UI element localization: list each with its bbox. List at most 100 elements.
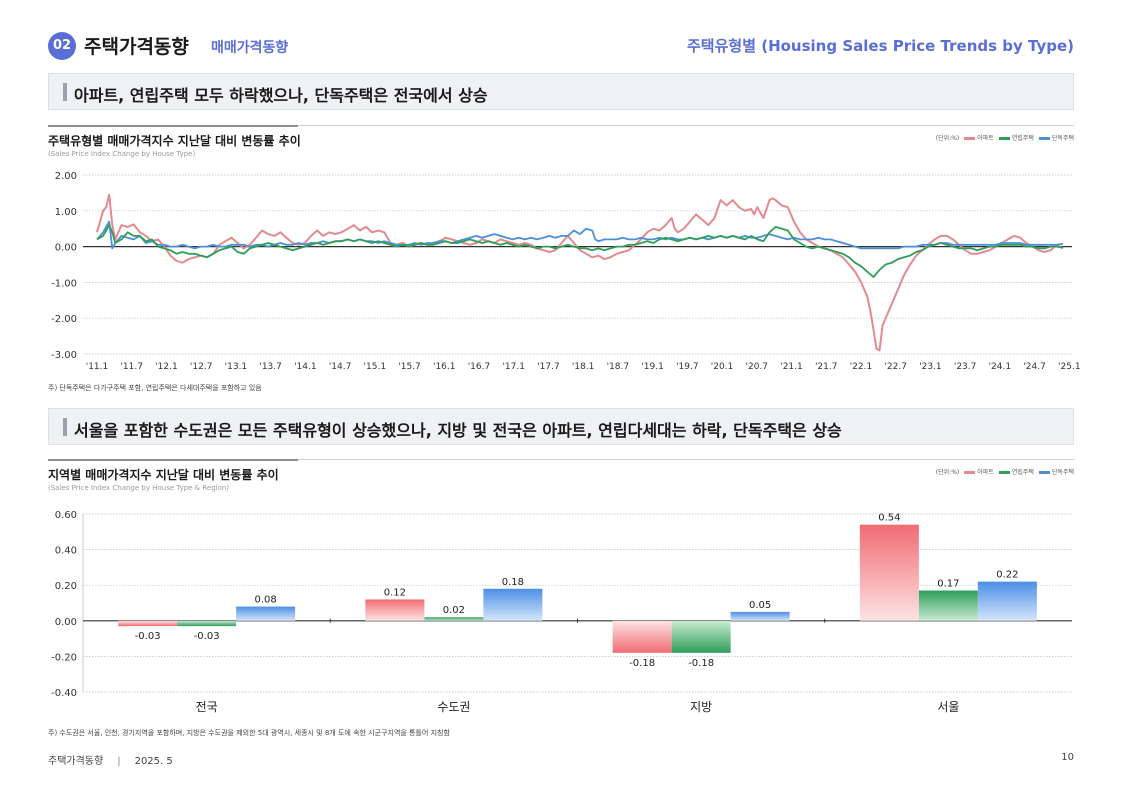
- y-tick-label: 0.40: [55, 546, 77, 557]
- x-tick-label: '18.1: [572, 362, 595, 372]
- y-tick-label: 2.00: [55, 171, 77, 182]
- headline-box-2: 서울을 포함한 수도권은 모든 주택유형이 상승했으나, 지방 및 전국은 아파…: [48, 408, 1074, 445]
- chart1-subtitle: (Sales Price Index Change by House Type): [48, 150, 196, 158]
- y-tick-label: -3.00: [51, 350, 77, 361]
- x-tick-label: '11.7: [120, 362, 143, 372]
- bar-det: [483, 588, 543, 621]
- x-tick-label: '25.1: [1058, 362, 1081, 372]
- bar-det: [730, 611, 790, 621]
- data-label: 0.08: [254, 595, 276, 606]
- section-subtitle: 매매가격동향: [211, 40, 289, 56]
- data-label: 0.05: [749, 600, 771, 611]
- bar-row: [918, 590, 978, 621]
- bar-apt: [859, 524, 919, 621]
- page-header: 02 주택가격동향 매매가격동향 주택유형별 (Housing Sales Pr…: [48, 30, 1074, 60]
- x-tick-label: '22.7: [884, 362, 907, 372]
- legend-item-det: 단독주택: [1038, 133, 1074, 142]
- data-label: 0.18: [502, 577, 524, 588]
- x-tick-label: '23.1: [919, 362, 942, 372]
- x-tick-label: '16.1: [433, 362, 456, 372]
- series-line-apt: [96, 193, 1064, 352]
- series-line-row: [96, 224, 1064, 278]
- bar-apt: [118, 620, 178, 627]
- section-number-badge: 02: [48, 32, 76, 60]
- x-tick-label: '14.7: [329, 362, 352, 372]
- x-tick-label: '17.1: [502, 362, 525, 372]
- x-tick-label: '24.1: [989, 362, 1012, 372]
- legend-item-apt: 아파트: [964, 467, 994, 476]
- bar-apt: [612, 620, 672, 653]
- footer-doc-title: 주택가격동향: [48, 756, 104, 767]
- y-tick-label: -2.00: [51, 314, 77, 325]
- x-tick-label: '21.7: [815, 362, 838, 372]
- bar-row: [177, 620, 237, 627]
- x-tick-label: '13.7: [259, 362, 282, 372]
- category-label: 수도권: [437, 700, 470, 714]
- x-tick-label: '19.1: [641, 362, 664, 372]
- section-rule: [48, 125, 298, 127]
- x-tick-label: '19.7: [676, 362, 699, 372]
- data-label: 0.54: [878, 513, 900, 524]
- y-tick-label: 0.20: [55, 581, 77, 592]
- page-number: 10: [1061, 752, 1074, 763]
- y-tick-label: 0.00: [55, 243, 77, 254]
- data-label: 0.02: [443, 605, 465, 616]
- legend-unit: (단위:%): [935, 135, 960, 142]
- headline-text-2: 서울을 포함한 수도권은 모든 주택유형이 상승했으나, 지방 및 전국은 아파…: [74, 421, 842, 440]
- category-label: 서울: [937, 700, 959, 714]
- data-label: 0.22: [996, 570, 1018, 581]
- x-tick-label: '23.7: [954, 362, 977, 372]
- x-tick-label: '20.1: [711, 362, 734, 372]
- x-tick-label: '11.1: [86, 362, 109, 372]
- x-tick-label: '17.7: [537, 362, 560, 372]
- y-tick-label: -0.20: [51, 652, 77, 663]
- bar-row: [671, 620, 731, 653]
- category-label: 전국: [196, 700, 218, 714]
- x-tick-label: '12.7: [190, 362, 213, 372]
- category-label: 지방: [690, 700, 712, 714]
- chart2-subtitle: (Sales Price Index Change by House Type …: [48, 484, 230, 492]
- y-tick-label: -1.00: [51, 278, 77, 289]
- section-rule-light: [298, 125, 1074, 126]
- chart1-legend: (단위:%) 아파트 연립주택 단독주택: [936, 133, 1074, 142]
- bar-det: [977, 581, 1037, 621]
- bar-det: [236, 606, 296, 621]
- footer-left: 주택가격동향 | 2025. 5: [48, 752, 173, 767]
- chart2-legend: (단위:%) 아파트 연립주택 단독주택: [936, 467, 1074, 476]
- data-label: -0.18: [629, 658, 655, 669]
- legend-item-row: 연립주택: [998, 467, 1034, 476]
- legend-unit: (단위:%): [935, 469, 960, 476]
- x-tick-label: '20.7: [746, 362, 769, 372]
- series-line-det: [96, 220, 1064, 250]
- x-tick-label: '15.1: [364, 362, 387, 372]
- y-tick-label: 0.60: [55, 510, 77, 521]
- x-tick-label: '22.1: [850, 362, 873, 372]
- x-tick-label: '24.7: [1023, 362, 1046, 372]
- headline-box-1: 아파트, 연립주택 모두 하락했으나, 단독주택은 전국에서 상승: [48, 73, 1074, 110]
- section-rule: [48, 459, 298, 461]
- x-tick-label: '15.7: [398, 362, 421, 372]
- headline-text-1: 아파트, 연립주택 모두 하락했으나, 단독주택은 전국에서 상승: [74, 86, 488, 105]
- bar-row: [424, 617, 484, 621]
- legend-item-det: 단독주택: [1038, 467, 1074, 476]
- data-label: -0.18: [688, 658, 714, 669]
- footer-date: 2025. 5: [134, 756, 173, 767]
- headline-bar: [63, 418, 67, 436]
- chart2-title: 지역별 매매가격지수 지난달 대비 변동률 추이: [48, 468, 279, 482]
- page-topic-title: 주택유형별 (Housing Sales Price Trends by Typ…: [687, 37, 1074, 55]
- chart1-note: 주) 단독주택은 다가구주택 포함, 연립주택은 다세대주택을 포함하고 있음: [48, 384, 262, 392]
- data-label: 0.17: [937, 579, 959, 590]
- legend-item-row: 연립주택: [998, 133, 1034, 142]
- x-tick-label: '13.1: [225, 362, 248, 372]
- section-rule-light: [298, 459, 1074, 460]
- bar-apt: [365, 599, 425, 621]
- y-tick-label: 0.00: [55, 617, 77, 628]
- chart2-note: 주) 수도권은 서울, 인천, 경기지역을 포함하며, 지방은 수도권을 제외한…: [48, 729, 450, 737]
- data-label: -0.03: [135, 631, 161, 642]
- section-title: 주택가격동향: [84, 36, 189, 58]
- x-tick-label: '18.7: [607, 362, 630, 372]
- x-tick-label: '14.1: [294, 362, 317, 372]
- data-label: 0.12: [384, 587, 406, 598]
- x-tick-label: '16.7: [468, 362, 491, 372]
